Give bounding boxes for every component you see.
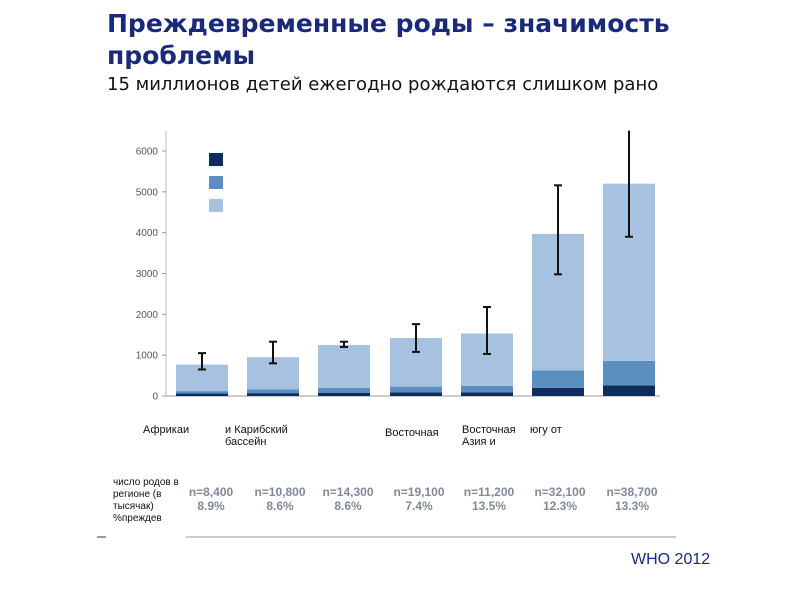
region-label: Африкаи: [143, 424, 190, 436]
bar-segment: [176, 393, 228, 396]
y-tick-label: 2000: [136, 310, 159, 321]
bar-segment: [247, 389, 299, 394]
bar-segment: [390, 392, 442, 396]
region-label: Восточная Азия и: [462, 424, 516, 448]
bar-segment: [318, 344, 370, 388]
region-label: и Карибский бассейн: [225, 424, 288, 448]
region-label: югу от: [530, 424, 562, 436]
y-tick-label: 0: [152, 392, 158, 403]
bar-segment: [461, 392, 513, 396]
page-title: Преждевременные роды – значимость пробле…: [107, 9, 670, 70]
y-tick-label: 5000: [136, 187, 159, 198]
legend-swatch: [209, 199, 223, 212]
bar-segment: [318, 392, 370, 396]
source-label: WHO 2012: [631, 551, 711, 568]
stat-n-value: n=38,700: [606, 485, 658, 499]
stat-pct-value: 13.3%: [614, 499, 650, 513]
y-tick-label: 3000: [136, 269, 159, 280]
stat-n-value: n=19,100: [393, 485, 445, 499]
error-bars: [198, 130, 633, 371]
bar-segment: [461, 385, 513, 393]
stat-pct-value: 7.4%: [405, 499, 433, 513]
bar-segment: [603, 360, 655, 386]
stat-pct-value: 12.3%: [542, 499, 578, 513]
bar-segment: [532, 370, 584, 388]
bar-segment: [532, 387, 584, 396]
stat-n-value: n=10,800: [254, 485, 306, 499]
legend-swatch: [209, 176, 223, 189]
bar-segment: [176, 391, 228, 394]
bar-segment: [318, 387, 370, 393]
y-tick-label: 1000: [136, 351, 159, 362]
y-tick-label: 4000: [136, 228, 159, 239]
stat-pct-value: 13.5%: [471, 499, 507, 513]
stat-pct-value: 8.9%: [197, 499, 225, 513]
row-label: число родов в регионе (в тысячак) %прежд…: [113, 477, 179, 524]
bar-segment: [390, 386, 442, 393]
region-label: Восточная: [385, 427, 439, 439]
stat-n-value: n=11,200: [463, 485, 515, 499]
stat-n-value: n=32,100: [534, 485, 586, 499]
bar-segment: [247, 393, 299, 396]
bar-segment: [603, 385, 655, 396]
legend-swatch: [209, 153, 223, 166]
legend: [209, 153, 223, 212]
bars: [176, 183, 655, 396]
stat-pct-value: 8.6%: [266, 499, 294, 513]
page-subtitle: 15 миллионов детей ежегодно рождаются сл…: [107, 74, 659, 95]
stat-n-value: n=14,300: [322, 485, 374, 499]
stat-pct-value: 8.6%: [334, 499, 362, 513]
stat-n-value: n=8,400: [188, 485, 234, 499]
y-tick-label: 6000: [136, 147, 159, 158]
